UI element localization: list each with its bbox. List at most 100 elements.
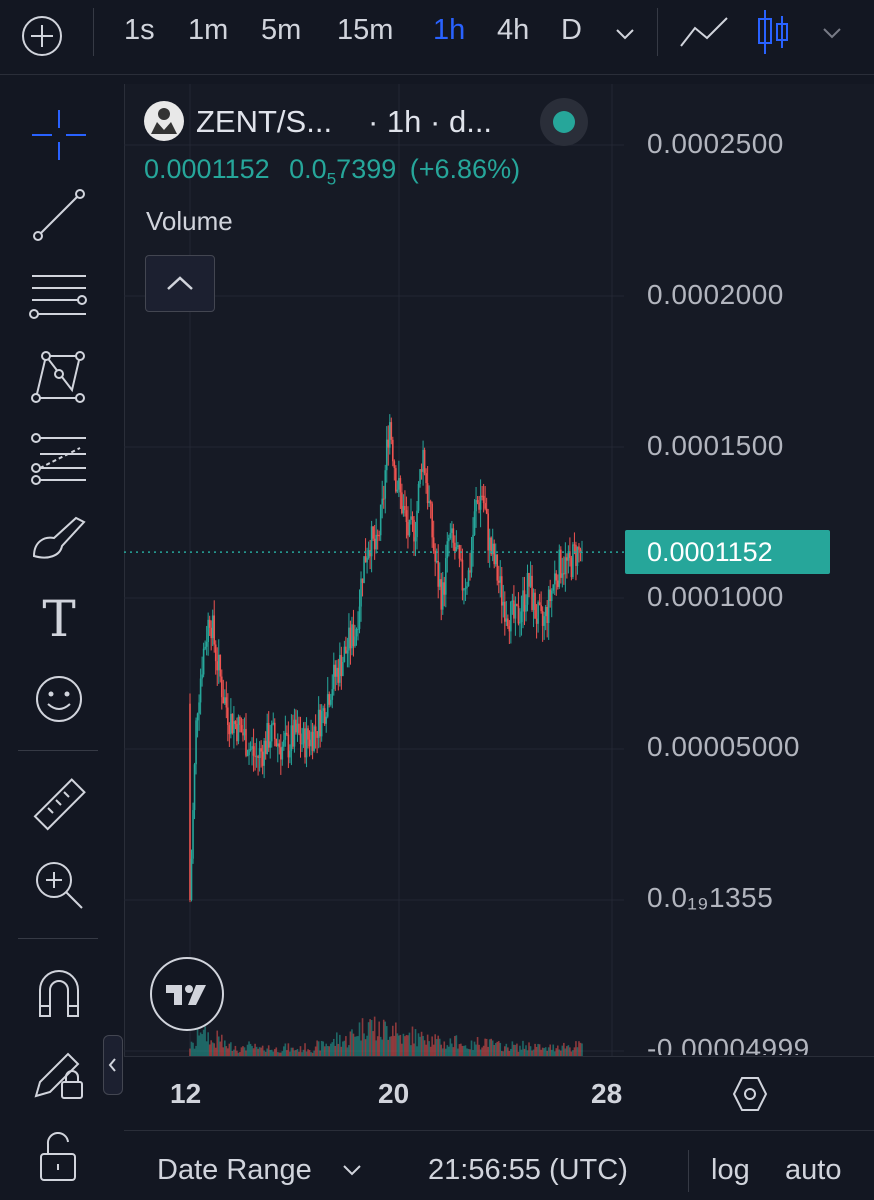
line-chart-icon[interactable] [679, 14, 729, 50]
candle-body [385, 439, 388, 471]
toolbar-collapse-handle[interactable] [103, 1035, 123, 1095]
candle-body [363, 556, 365, 583]
chevron-down-icon[interactable] [340, 1162, 364, 1180]
current-price-tag: 0.0001152 [625, 530, 830, 574]
candle-body [292, 725, 294, 747]
candle-body [270, 723, 273, 742]
volume-bar [260, 1047, 262, 1056]
candle-body [219, 654, 222, 677]
candle-body [485, 508, 488, 514]
time-axis-label: 28 [591, 1078, 623, 1109]
symbol-name[interactable]: ZENT/S... [196, 104, 333, 139]
candle-body [261, 751, 264, 766]
tradingview-logo[interactable] [150, 957, 224, 1031]
candle-body [484, 503, 486, 509]
zoom-in-icon[interactable] [28, 854, 90, 916]
candle-body [246, 755, 249, 757]
volume-bar [455, 1035, 458, 1056]
candle-body [393, 461, 396, 469]
volume-bar [508, 1050, 511, 1056]
volume-bar [395, 1022, 397, 1056]
auto-scale-toggle[interactable]: auto [785, 1154, 842, 1186]
timeframe-1m[interactable]: 1m [188, 14, 229, 46]
candle-body [487, 513, 489, 551]
price-chart[interactable] [124, 84, 874, 1130]
candle-body [199, 678, 202, 703]
chart-pane[interactable] [124, 84, 874, 1199]
time-axis[interactable] [124, 1056, 874, 1131]
emoji-icon[interactable] [28, 668, 90, 730]
volume-label[interactable]: Volume [146, 206, 233, 236]
candle-body [367, 550, 370, 558]
candle-body [528, 573, 530, 587]
chevron-down-icon[interactable] [612, 24, 638, 44]
timeframe-1s[interactable]: 1s [124, 14, 155, 46]
candle-body [281, 746, 284, 760]
candle-body [201, 674, 203, 679]
pattern-icon[interactable] [28, 346, 90, 408]
top-toolbar: 1s 1m 5m 15m 1h 4h D [0, 0, 874, 75]
utc-clock[interactable]: 21:56:55 (UTC) [428, 1154, 628, 1186]
candle-body [257, 756, 259, 758]
timeframe-15m[interactable]: 15m [337, 14, 394, 46]
trend-line-icon[interactable] [28, 184, 90, 246]
candle-body [308, 739, 311, 747]
candle-body [541, 611, 544, 626]
volume-bar [543, 1048, 545, 1056]
volume-bar [373, 1016, 376, 1056]
fib-retracement-icon[interactable] [28, 266, 90, 328]
candle-body [448, 537, 450, 542]
hexagon-settings-icon[interactable] [730, 1074, 770, 1114]
candle-body [567, 551, 570, 561]
candle-body [535, 618, 538, 624]
candle-body [395, 468, 397, 492]
text-icon[interactable]: T [42, 590, 76, 648]
timeframe-d[interactable]: D [561, 14, 582, 46]
crosshair-icon[interactable] [28, 104, 90, 166]
timeframe-4h[interactable]: 4h [497, 14, 530, 46]
log-scale-toggle[interactable]: log [711, 1154, 750, 1186]
volume-bar [440, 1044, 443, 1056]
volume-bar [478, 1044, 480, 1056]
symbol-interval: · 1h · d... [368, 104, 493, 139]
volume-bar [405, 1035, 408, 1056]
volume-bar [560, 1050, 562, 1056]
candle-body [370, 526, 373, 557]
volume-bar [416, 1046, 418, 1056]
timeframe-5m[interactable]: 5m [261, 14, 302, 46]
candlestick-icon[interactable] [754, 8, 794, 56]
plus-circle-icon[interactable] [20, 14, 64, 58]
candle-body [272, 722, 275, 724]
volume-bar [313, 1050, 315, 1056]
prediction-icon[interactable] [28, 426, 90, 488]
timeframe-1h[interactable]: 1h [433, 14, 466, 46]
volume-bar [208, 1044, 211, 1056]
volume-bar [233, 1049, 235, 1056]
volume-bar [482, 1045, 485, 1056]
lock-drawing-icon[interactable] [28, 1044, 90, 1106]
candle-body [372, 526, 374, 539]
legend-collapse-button[interactable] [145, 255, 215, 312]
volume-bar [532, 1049, 535, 1056]
candle-body [231, 713, 234, 734]
volume-bar [469, 1049, 471, 1056]
candle-body [490, 537, 492, 555]
brush-icon[interactable] [28, 506, 90, 568]
magnet-icon[interactable] [28, 962, 90, 1024]
date-range-button[interactable]: Date Range [157, 1154, 312, 1186]
volume-bar [361, 1018, 364, 1056]
candle-body [417, 484, 420, 511]
volume-bar [376, 1036, 379, 1056]
candle-body [340, 655, 343, 677]
volume-bar [334, 1045, 337, 1056]
chevron-down-icon[interactable] [820, 24, 844, 42]
volume-bar [410, 1045, 412, 1056]
candle-body [426, 483, 429, 504]
volume-bar [216, 1030, 219, 1056]
ruler-icon[interactable] [28, 774, 90, 836]
volume-bar [576, 1047, 579, 1056]
volume-bar [516, 1043, 518, 1056]
market-status-indicator[interactable] [540, 98, 588, 146]
unlock-icon[interactable] [28, 1126, 90, 1188]
change-subscript: 5 [326, 169, 337, 189]
